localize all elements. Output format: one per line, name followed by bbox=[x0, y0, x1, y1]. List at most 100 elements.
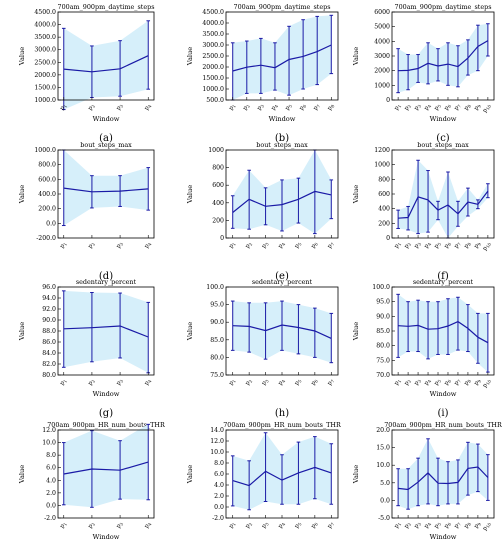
x-tick-label: p2 bbox=[245, 378, 254, 387]
y-axis-label: Value bbox=[18, 465, 26, 484]
mean-line bbox=[63, 55, 149, 73]
mean-line bbox=[398, 40, 489, 72]
y-tick-label: 400 bbox=[378, 206, 390, 213]
plot-frame bbox=[57, 429, 155, 519]
mean-line bbox=[232, 466, 332, 487]
y-tick-label: 4000.0 bbox=[202, 20, 224, 27]
x-tick-label: p1 bbox=[228, 521, 237, 530]
y-tick-label: 4500.0 bbox=[202, 9, 224, 16]
y-tick-label: 12.0 bbox=[42, 427, 56, 434]
mean-line bbox=[232, 190, 332, 213]
y-tick-label: 3000.0 bbox=[202, 42, 224, 49]
x-tick-label-subscript: 3 bbox=[264, 378, 270, 383]
y-tick-label: 1000 bbox=[208, 147, 224, 154]
y-tick-label: 95.0 bbox=[210, 302, 224, 309]
mean-line bbox=[398, 466, 489, 491]
panel-letter: (c) bbox=[436, 133, 450, 144]
x-axis-label: Window bbox=[93, 533, 120, 541]
chart-panel-9: sedentary_percent 70.0 75.0 80.0 85.0 90.0 95.… bbox=[352, 278, 495, 419]
y-tick-label: 400.0 bbox=[38, 191, 56, 198]
y-tick-label: 8.0 bbox=[46, 452, 56, 459]
chart-panel-3: 700am_900pm_daytime_steps 0 1000 2000 3000 40… bbox=[352, 3, 495, 144]
x-tick-label-subscript: 1 bbox=[231, 241, 237, 246]
y-axis-label: Value bbox=[352, 465, 360, 484]
y-tick-label: 80.0 bbox=[210, 354, 224, 361]
x-tick-label-subscript: 7 bbox=[456, 103, 462, 108]
y-tick-label: 600 bbox=[212, 182, 224, 189]
y-tick-label: 92.0 bbox=[42, 306, 56, 313]
y-tick-label: 600 bbox=[378, 191, 390, 198]
x-tick-label: p10 bbox=[482, 103, 492, 114]
panel-letter: (g) bbox=[99, 408, 113, 419]
x-tick-label-subscript: 5 bbox=[437, 521, 443, 526]
y-tick-label: 6.0 bbox=[46, 465, 56, 472]
x-tick-label-subscript: 3 bbox=[119, 241, 125, 246]
y-axis-label: Value bbox=[186, 185, 194, 204]
x-tick-label-subscript: 3 bbox=[417, 521, 423, 526]
x-tick-label-subscript: 9 bbox=[476, 378, 482, 383]
x-axis-label: Window bbox=[430, 390, 457, 398]
y-tick-label: 6.0 bbox=[214, 471, 224, 478]
chart-panel-2: 700am_900pm_daytime_steps 500.0 1000.0 1500… bbox=[186, 3, 339, 144]
x-tick-label: p4 bbox=[144, 378, 153, 387]
y-tick-label: 90.0 bbox=[376, 313, 390, 320]
x-tick-label-subscript: 10 bbox=[485, 521, 492, 528]
x-tick-label: p5 bbox=[294, 521, 303, 530]
y-tick-label: 1200 bbox=[374, 147, 390, 154]
x-tick-label-subscript: 2 bbox=[407, 241, 413, 246]
x-tick-label-subscript: 7 bbox=[456, 378, 462, 383]
x-tick-label-subscript: 1 bbox=[62, 378, 68, 383]
x-tick-label: p7 bbox=[453, 241, 462, 250]
y-tick-label: 200 bbox=[212, 217, 224, 224]
x-tick-label: p7 bbox=[453, 521, 462, 530]
y-tick-label: 82.0 bbox=[42, 361, 56, 368]
x-tick-label-subscript: 1 bbox=[62, 103, 68, 108]
y-axis-label: Value bbox=[18, 322, 26, 341]
x-tick-label: p3 bbox=[261, 378, 270, 387]
x-tick-label: p3 bbox=[115, 521, 124, 530]
x-tick-label: p7 bbox=[327, 378, 336, 387]
y-tick-label: 600.0 bbox=[38, 176, 56, 183]
x-tick-label-subscript: 7 bbox=[330, 241, 336, 246]
x-tick-label: p10 bbox=[482, 378, 492, 389]
x-tick-label: p6 bbox=[443, 241, 452, 250]
chart-title: 700am_900pm_daytime_steps bbox=[395, 3, 492, 11]
x-tick-label: p6 bbox=[310, 521, 319, 530]
spread-band bbox=[63, 20, 149, 110]
y-tick-label: 15.0 bbox=[376, 445, 390, 452]
chart-title: bout_steps_max bbox=[256, 141, 308, 149]
x-tick-label-subscript: 4 bbox=[427, 241, 433, 246]
y-tick-label: 75.0 bbox=[210, 372, 224, 379]
x-tick-label-subscript: 4 bbox=[147, 103, 153, 108]
x-tick-label: p6 bbox=[443, 103, 452, 112]
x-tick-label-subscript: 3 bbox=[417, 241, 423, 246]
x-tick-label-subscript: 8 bbox=[466, 521, 472, 526]
x-tick-label: p8 bbox=[327, 103, 336, 112]
x-tick-label-subscript: 6 bbox=[313, 521, 319, 526]
y-tick-label: 800.0 bbox=[38, 162, 56, 169]
y-tick-label: 1000.0 bbox=[202, 86, 224, 93]
chart-panel-4: bout_steps_max -200.0 0.0 200.0 400.0 600.0 80… bbox=[18, 141, 155, 282]
x-tick-label: p2 bbox=[87, 241, 96, 250]
y-tick-label: 1000 bbox=[374, 82, 390, 89]
x-tick-label-subscript: 4 bbox=[147, 521, 153, 526]
y-axis-label: Value bbox=[186, 465, 194, 484]
x-tick-label: p8 bbox=[463, 521, 472, 530]
panel-letter: (i) bbox=[437, 408, 448, 419]
x-tick-label-subscript: 3 bbox=[259, 103, 265, 108]
y-tick-label: 5.0 bbox=[380, 480, 390, 487]
x-tick-label: p1 bbox=[394, 103, 403, 112]
x-tick-label-subscript: 4 bbox=[280, 241, 286, 246]
x-tick-label-subscript: 5 bbox=[297, 378, 303, 383]
x-tick-label-subscript: 10 bbox=[485, 103, 492, 110]
x-tick-label-subscript: 6 bbox=[446, 378, 452, 383]
y-tick-label: 3000 bbox=[374, 53, 390, 60]
x-tick-label: p5 bbox=[433, 521, 442, 530]
x-tick-label: p7 bbox=[327, 521, 336, 530]
spread-band bbox=[63, 424, 149, 508]
x-tick-label-subscript: 3 bbox=[119, 103, 125, 108]
chart-title: 700am_900pm_daytime_steps bbox=[234, 3, 331, 11]
y-tick-label: -2.0 bbox=[212, 515, 224, 522]
spread-band bbox=[398, 160, 488, 238]
